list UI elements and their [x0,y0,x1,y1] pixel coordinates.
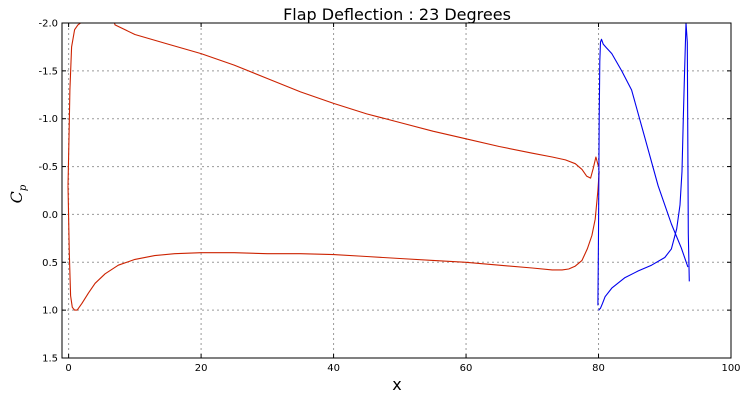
y-tick-label: 1.5 [42,354,58,365]
x-tick-label: 40 [327,363,340,374]
y-axis-label: Cp [7,184,29,203]
series-0-line-1 [67,171,600,311]
y-tick-label: -1.5 [38,66,58,77]
x-tick-label: 80 [592,363,605,374]
y-tick-label: 0.5 [42,258,58,269]
y-tick-label: 0.0 [42,210,58,221]
x-tick-label: 0 [65,363,71,374]
series-1-line-1 [598,23,690,311]
x-tick-label: 100 [721,363,740,374]
x-tick-label: 60 [460,363,473,374]
y-tick-label: 1.0 [42,306,58,317]
y-axis-label-sub: p [18,184,29,191]
y-axis-label-main: C [7,191,26,203]
y-tick-label: -0.5 [38,162,58,173]
series-0-line-0 [67,23,600,186]
x-tick-label: 20 [195,363,208,374]
x-axis-label: x [392,375,401,394]
grid-layer [62,23,731,358]
tick-layer: 0 20 40 60 80 100 -2.0 -1.5 -1.0 -0.5 0.0 0.5 1.0 1.5 [38,19,740,375]
series-1-line-0 [597,38,689,306]
plot-frame [61,22,732,359]
chart-title: Flap Deflection : 23 Degrees [283,5,511,24]
series-layer [67,23,690,311]
y-tick-label: -2.0 [38,19,58,30]
y-tick-label: -1.0 [38,114,58,125]
